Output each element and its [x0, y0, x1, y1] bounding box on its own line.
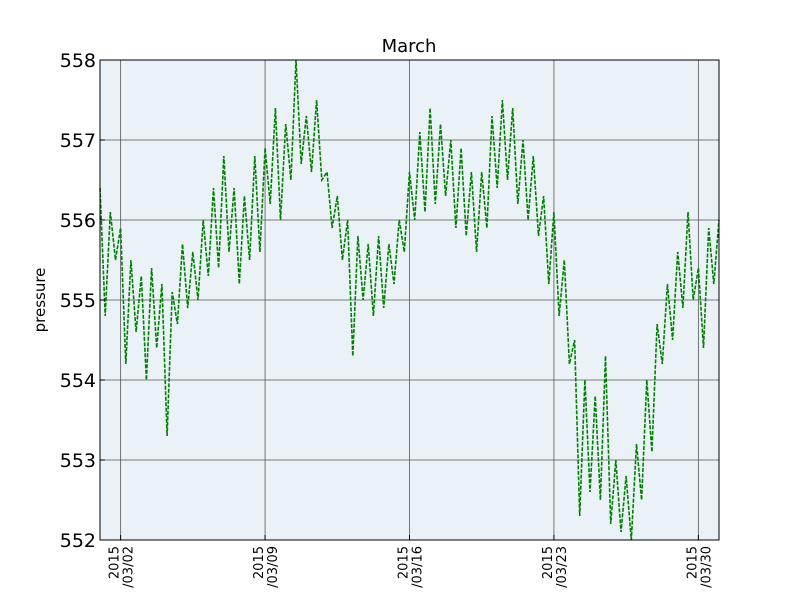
x-tick-label-date: /03/30	[699, 546, 714, 588]
x-tick-label-date: /03/02	[122, 546, 137, 588]
y-tick-label: 555	[60, 290, 96, 312]
y-tick-label: 557	[60, 130, 96, 152]
x-tick-label-year: 2015	[685, 546, 700, 579]
x-tick-label: 2015/03/16	[397, 546, 426, 588]
x-axis: 2015/03/02 2015/03/09 2015/03/16 2015/03/23…	[108, 535, 714, 588]
chart-title: March	[382, 36, 437, 57]
y-tick-label: 553	[60, 450, 96, 472]
x-tick-label-year: 2015	[108, 546, 123, 579]
y-tick-label: 552	[60, 530, 96, 552]
y-tick-label: 556	[60, 210, 96, 232]
x-tick-label-date: /03/16	[411, 546, 426, 588]
y-tick-label: 558	[60, 50, 96, 72]
x-tick-label: 2015/03/09	[252, 546, 281, 588]
x-tick-label-year: 2015	[541, 546, 556, 579]
x-tick-label-year: 2015	[397, 546, 412, 579]
x-tick-label: 2015/03/02	[108, 546, 137, 588]
x-tick-label-year: 2015	[252, 546, 267, 579]
x-tick-label-date: /03/09	[266, 546, 281, 588]
x-tick-label-date: /03/23	[555, 546, 570, 588]
x-tick-label: 2015/03/23	[541, 546, 570, 588]
series-line	[99, 59, 720, 541]
x-tick-label: 2015/03/30	[685, 546, 714, 588]
y-tick-label: 554	[60, 370, 96, 392]
y-axis: 552 553 554 555 556 557 558	[60, 50, 105, 552]
grid	[100, 59, 719, 541]
y-axis-label: pressure	[31, 268, 49, 333]
